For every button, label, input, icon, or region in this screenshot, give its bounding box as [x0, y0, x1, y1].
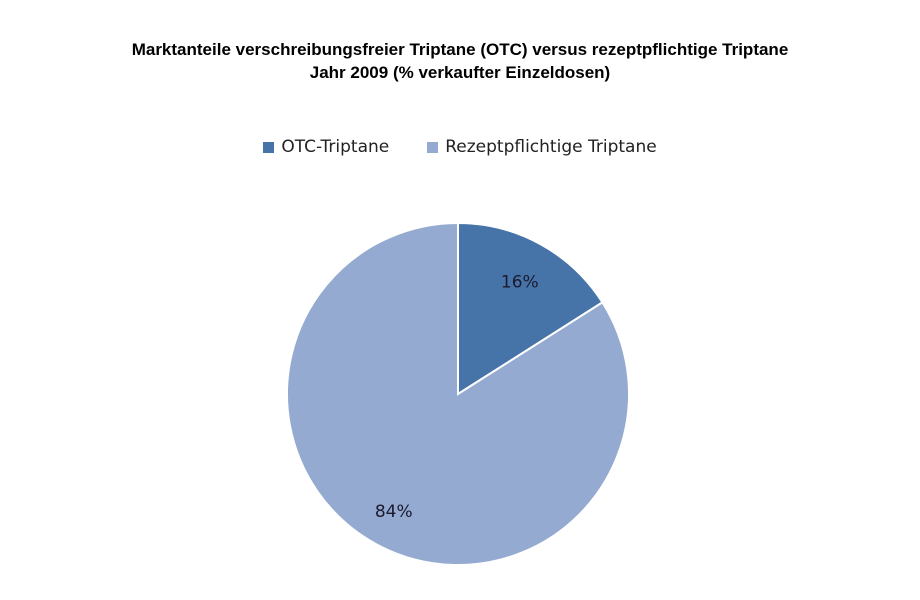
data-label-rx: 84% — [375, 502, 413, 522]
chart-title: Marktanteile verschreibungsfreier Tripta… — [131, 40, 789, 59]
data-label-otc: 16% — [501, 273, 539, 293]
chart-subtitle: Jahr 2009 (% verkaufter Einzeldosen) — [309, 63, 611, 82]
pie-slice-otc — [457, 221, 604, 396]
pie-slice-rx — [286, 221, 630, 566]
legend: OTC-Triptane Rezeptpflichtige Triptane — [0, 137, 920, 157]
legend-swatch-rx — [427, 141, 439, 153]
legend-item-rx: Rezeptpflichtige Triptane — [427, 137, 657, 157]
legend-swatch-otc — [263, 141, 275, 153]
legend-item-otc: OTC-Triptane — [263, 137, 389, 157]
legend-label-otc: OTC-Triptane — [281, 137, 390, 157]
legend-label-rx: Rezeptpflichtige Triptane — [445, 137, 657, 157]
